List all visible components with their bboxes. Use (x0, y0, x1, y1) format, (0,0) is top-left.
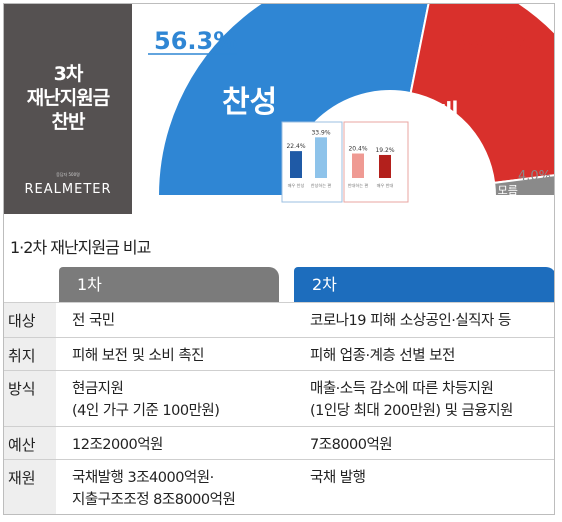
slice-name-disagree: 반대 (404, 99, 459, 134)
cell-round-1: 국채발행 3조4000억원· 지출구조조정 8조8000억원 (72, 460, 287, 511)
chart-title-line-1: 3차 (53, 63, 84, 85)
bar-value-label-1: 22.4% (286, 143, 305, 150)
cell-line: 피해 보전 및 소비 촉진 (72, 348, 205, 364)
cell-line: 국채 발행 (310, 470, 366, 486)
bar-2 (315, 137, 327, 178)
chart-baseline-cover (132, 196, 554, 214)
cell-line: (4인 가구 기준 100만원) (72, 403, 220, 419)
chart-title-panel: 3차 재난지원금 찬반 응답자 500명 REALMETER (4, 4, 132, 214)
row-label: 취지 (4, 338, 56, 370)
cell-line: 지출구조조정 8조8000억원 (72, 492, 236, 508)
cell-line: 매출·소득 감소에 따른 차등지원 (310, 381, 494, 397)
table-row: 방식 현금지원 (4인 가구 기준 100만원) 매출·소득 감소에 따른 차등지원 (… (4, 370, 554, 426)
cell-round-1: 현금지원 (4인 가구 기준 100만원) (72, 371, 287, 422)
row-label: 재원 (4, 460, 56, 514)
chart-title-line-2: 재난지원금 (26, 87, 110, 109)
column-header-round-2: 2차 (294, 267, 554, 302)
cell-line: 피해 업종·계층 선별 보전 (310, 348, 455, 364)
row-label: 대상 (4, 303, 56, 337)
cell-round-1: 전 국민 (72, 303, 287, 332)
table-row: 재원 국채발행 3조4000억원· 지출구조조정 8조8000억원 국채 발행 (4, 459, 554, 514)
bar-value-label-3: 20.4% (348, 146, 367, 153)
cell-round-1: 12조2000억원 (72, 427, 287, 456)
bar-category-label-1: 매우 찬성 (288, 182, 305, 189)
bar-3 (352, 153, 364, 178)
cell-round-2: 코로나19 피해 소상공인·실직자 등 (310, 303, 554, 332)
cell-round-2: 국채 발행 (310, 460, 554, 489)
column-header-round-1: 1차 (59, 267, 279, 302)
cell-line: 7조8000억원 (310, 437, 393, 453)
bar-4 (379, 154, 391, 178)
bar-group-disagree-box (343, 121, 409, 203)
brand-logo: REALMETER (24, 182, 112, 197)
table-row: 취지 피해 보전 및 소비 촉진 피해 업종·계층 선별 보전 (4, 337, 554, 370)
poll-chart: 찬성 반대잘 모름 56.3% 39.7% 4.0% 22.4% 매우 찬성 33.9% 찬성하… (132, 4, 554, 214)
cell-round-1: 피해 보전 및 소비 촉진 (72, 338, 287, 367)
cell-round-2: 피해 업종·계층 선별 보전 (310, 338, 554, 367)
slice-name-unknown: 잘 모름 (484, 184, 518, 197)
row-label: 방식 (4, 371, 56, 426)
percent-label-unknown: 4.0% (518, 169, 551, 184)
cell-line: 전 국민 (72, 313, 115, 329)
cell-round-2: 7조8000억원 (310, 427, 554, 456)
cell-line: (1인당 최대 200만원) 및 금융지원 (310, 403, 513, 419)
cell-line: 국채발행 3조4000억원· (72, 470, 214, 486)
bar-value-label-4: 19.2% (375, 147, 394, 154)
bar-value-label-2: 33.9% (311, 129, 330, 136)
cell-line: 코로나19 피해 소상공인·실직자 등 (310, 313, 511, 329)
chart-title: 3차 재난지원금 찬반 (4, 62, 132, 134)
bar-1 (290, 151, 302, 178)
bar-category-label-4: 매우 반대 (377, 182, 394, 189)
pie-slice-disagree (409, 4, 554, 184)
percent-label-agree: 56.3% (154, 27, 237, 55)
chart-title-line-3: 찬반 (51, 111, 86, 133)
cell-round-2: 매출·소득 감소에 따른 차등지원 (1인당 최대 200만원) 및 금융지원 (310, 371, 554, 422)
slice-name-agree: 찬성 (222, 85, 277, 120)
table-title: 1·2차 재난지원금 비교 (10, 238, 151, 257)
table-row: 예산 12조2000억원 7조8000억원 (4, 426, 554, 459)
bar-category-label-2: 찬성하는 편 (311, 182, 332, 189)
cell-line: 12조2000억원 (72, 437, 163, 453)
bar-category-label-3: 반대하는 편 (348, 182, 369, 189)
cell-line: 현금지원 (72, 381, 124, 397)
sample-note: 응답자 500명 (56, 172, 80, 177)
row-label: 예산 (4, 427, 56, 459)
table-row: 대상 전 국민 코로나19 피해 소상공인·실직자 등 (4, 302, 554, 337)
percent-label-disagree: 39.7% (450, 29, 533, 57)
